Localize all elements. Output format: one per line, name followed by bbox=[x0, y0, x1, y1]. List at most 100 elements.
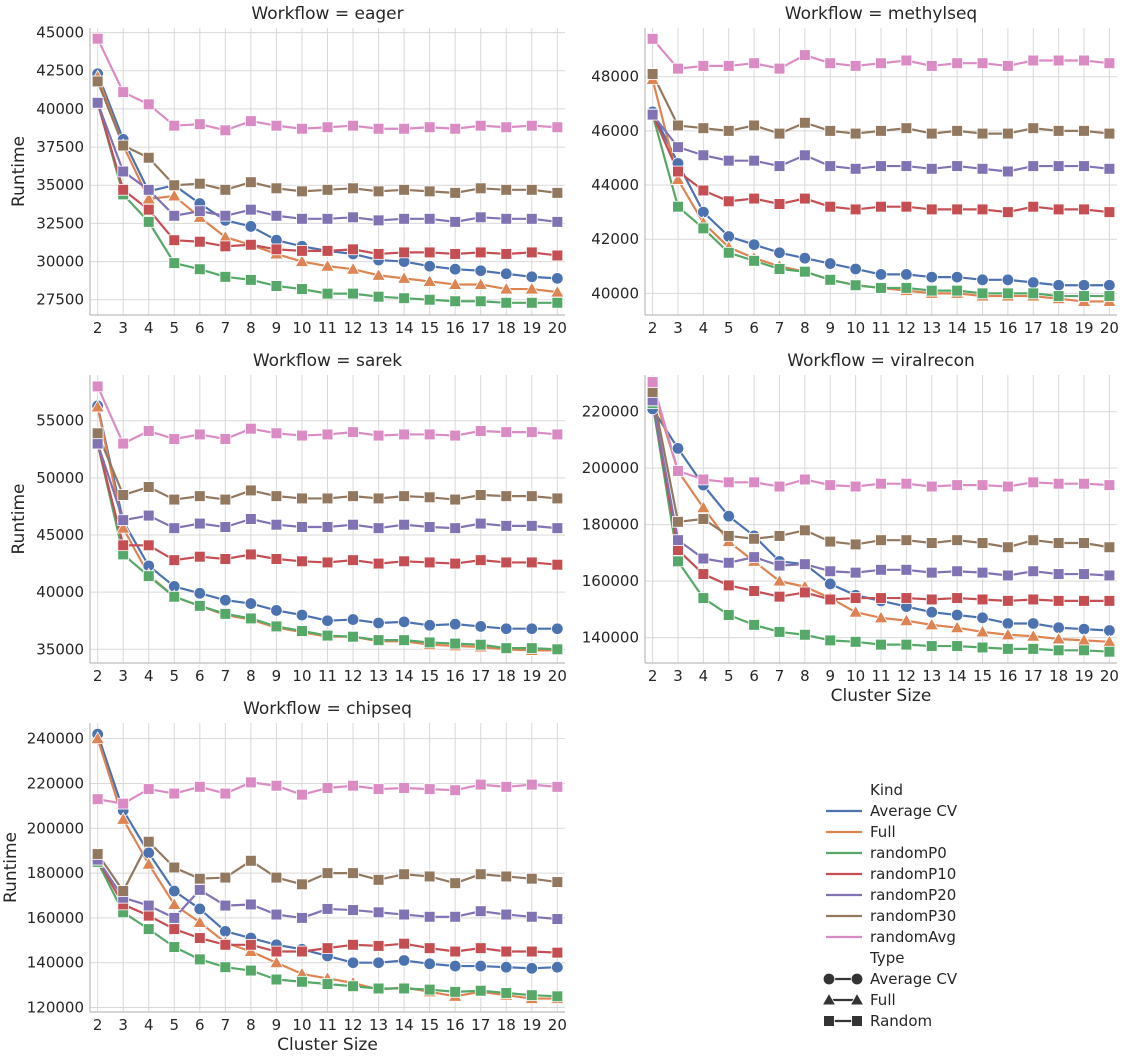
data-point bbox=[799, 149, 811, 162]
data-point bbox=[951, 640, 963, 652]
data-point bbox=[347, 490, 359, 502]
y-tick-label: 45000 bbox=[36, 24, 84, 42]
x-tick-label: 10 bbox=[846, 319, 865, 337]
y-tick-label: 40000 bbox=[36, 100, 84, 118]
data-point bbox=[347, 243, 359, 256]
data-point bbox=[799, 49, 811, 61]
data-point bbox=[243, 944, 259, 957]
x-tick-label: 20 bbox=[548, 319, 567, 337]
data-point bbox=[168, 941, 181, 953]
data-point bbox=[168, 179, 181, 192]
data-point bbox=[875, 282, 887, 294]
data-point bbox=[117, 86, 129, 98]
data-point bbox=[1052, 125, 1065, 137]
data-point bbox=[824, 160, 837, 172]
data-point bbox=[321, 978, 334, 990]
data-point bbox=[799, 265, 811, 278]
data-point bbox=[1025, 628, 1041, 642]
x-tick-label: 11 bbox=[318, 319, 337, 337]
data-point bbox=[372, 982, 385, 995]
data-point bbox=[90, 731, 105, 745]
data-point bbox=[142, 539, 155, 552]
x-tick-label: 15 bbox=[973, 667, 992, 685]
data-point bbox=[397, 615, 411, 629]
data-point bbox=[117, 797, 129, 810]
data-point bbox=[219, 240, 232, 253]
data-point bbox=[142, 425, 155, 437]
data-point bbox=[423, 246, 436, 259]
y-tick-label: 42000 bbox=[591, 230, 639, 248]
data-point bbox=[1027, 200, 1040, 213]
data-point bbox=[168, 209, 181, 222]
panel-title: Workflow = chipseq bbox=[243, 699, 412, 719]
x-tick-label: 2 bbox=[648, 319, 658, 337]
data-point bbox=[449, 986, 461, 998]
data-point bbox=[398, 937, 410, 950]
data-point bbox=[697, 473, 710, 486]
x-tick-label: 4 bbox=[699, 319, 709, 337]
data-point bbox=[270, 871, 283, 884]
data-point bbox=[423, 521, 436, 533]
x-tick-label: 19 bbox=[522, 1016, 541, 1034]
data-point bbox=[91, 427, 104, 440]
data-point bbox=[1103, 645, 1116, 658]
data-point bbox=[1027, 476, 1040, 489]
data-point bbox=[1078, 568, 1090, 580]
data-point bbox=[500, 184, 513, 196]
data-point bbox=[976, 127, 989, 140]
data-point bbox=[722, 60, 735, 72]
y-tick-label: 160000 bbox=[582, 572, 639, 590]
data-point bbox=[423, 213, 436, 225]
x-tick-label: 20 bbox=[548, 667, 567, 685]
data-point bbox=[526, 490, 538, 502]
data-point bbox=[219, 433, 232, 445]
data-point bbox=[448, 263, 462, 276]
data-point bbox=[296, 912, 308, 924]
data-point bbox=[722, 509, 735, 523]
data-point bbox=[270, 490, 283, 502]
x-tick-label: 18 bbox=[497, 1016, 516, 1034]
data-point bbox=[219, 608, 232, 620]
data-point bbox=[117, 437, 129, 450]
data-point bbox=[551, 990, 564, 1003]
x-tick-label: 15 bbox=[973, 319, 992, 337]
data-point bbox=[1052, 160, 1065, 172]
data-point bbox=[849, 127, 862, 140]
data-point bbox=[925, 480, 938, 493]
x-tick-label: 7 bbox=[221, 319, 231, 337]
data-point bbox=[551, 187, 564, 199]
data-point bbox=[875, 534, 887, 546]
data-point bbox=[1027, 54, 1040, 67]
data-point bbox=[474, 638, 487, 651]
data-point bbox=[474, 211, 487, 224]
data-point bbox=[321, 245, 334, 257]
data-point bbox=[219, 493, 232, 506]
data-point bbox=[219, 787, 232, 800]
data-point bbox=[245, 115, 257, 127]
data-point bbox=[347, 779, 359, 792]
data-point bbox=[219, 871, 232, 884]
data-point bbox=[1002, 206, 1014, 218]
data-point bbox=[142, 923, 155, 935]
data-point bbox=[423, 636, 436, 649]
data-point bbox=[500, 426, 513, 438]
data-point bbox=[551, 428, 564, 441]
data-point bbox=[526, 910, 538, 923]
data-point bbox=[347, 182, 359, 195]
data-point bbox=[398, 908, 410, 921]
data-point bbox=[449, 637, 461, 650]
x-tick-label: 13 bbox=[369, 319, 388, 337]
data-point bbox=[219, 961, 232, 973]
y-tick-label: 30000 bbox=[36, 253, 84, 271]
data-point bbox=[219, 938, 232, 951]
x-tick-label: 17 bbox=[471, 667, 490, 685]
data-point bbox=[773, 160, 786, 172]
data-point bbox=[1027, 643, 1040, 655]
data-point bbox=[296, 945, 308, 958]
data-point bbox=[773, 198, 786, 210]
data-point bbox=[372, 940, 385, 952]
data-point bbox=[551, 622, 564, 635]
data-point bbox=[799, 586, 811, 599]
x-tick-label: 19 bbox=[1074, 667, 1093, 685]
data-point bbox=[925, 127, 938, 140]
